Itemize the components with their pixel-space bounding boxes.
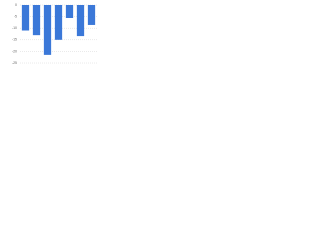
bar xyxy=(76,5,85,37)
bar xyxy=(43,5,52,55)
y-tick-label: -5 xyxy=(14,15,17,19)
y-tick-label: -15 xyxy=(12,38,17,42)
bar xyxy=(54,5,63,40)
page: 0-5-10-15-20-25 (() => { const data = JS… xyxy=(0,0,100,71)
y-tick-label: -10 xyxy=(12,26,17,30)
bar xyxy=(65,5,74,18)
chart: 0 -5 -10 -15 -20 -25 xyxy=(12,3,97,65)
y-tick-label: -20 xyxy=(12,49,17,53)
y-tick-label: 0 xyxy=(15,3,17,7)
bar xyxy=(32,5,41,36)
y-tick-label: -25 xyxy=(12,61,17,65)
bar xyxy=(87,5,96,25)
bar xyxy=(21,5,30,31)
